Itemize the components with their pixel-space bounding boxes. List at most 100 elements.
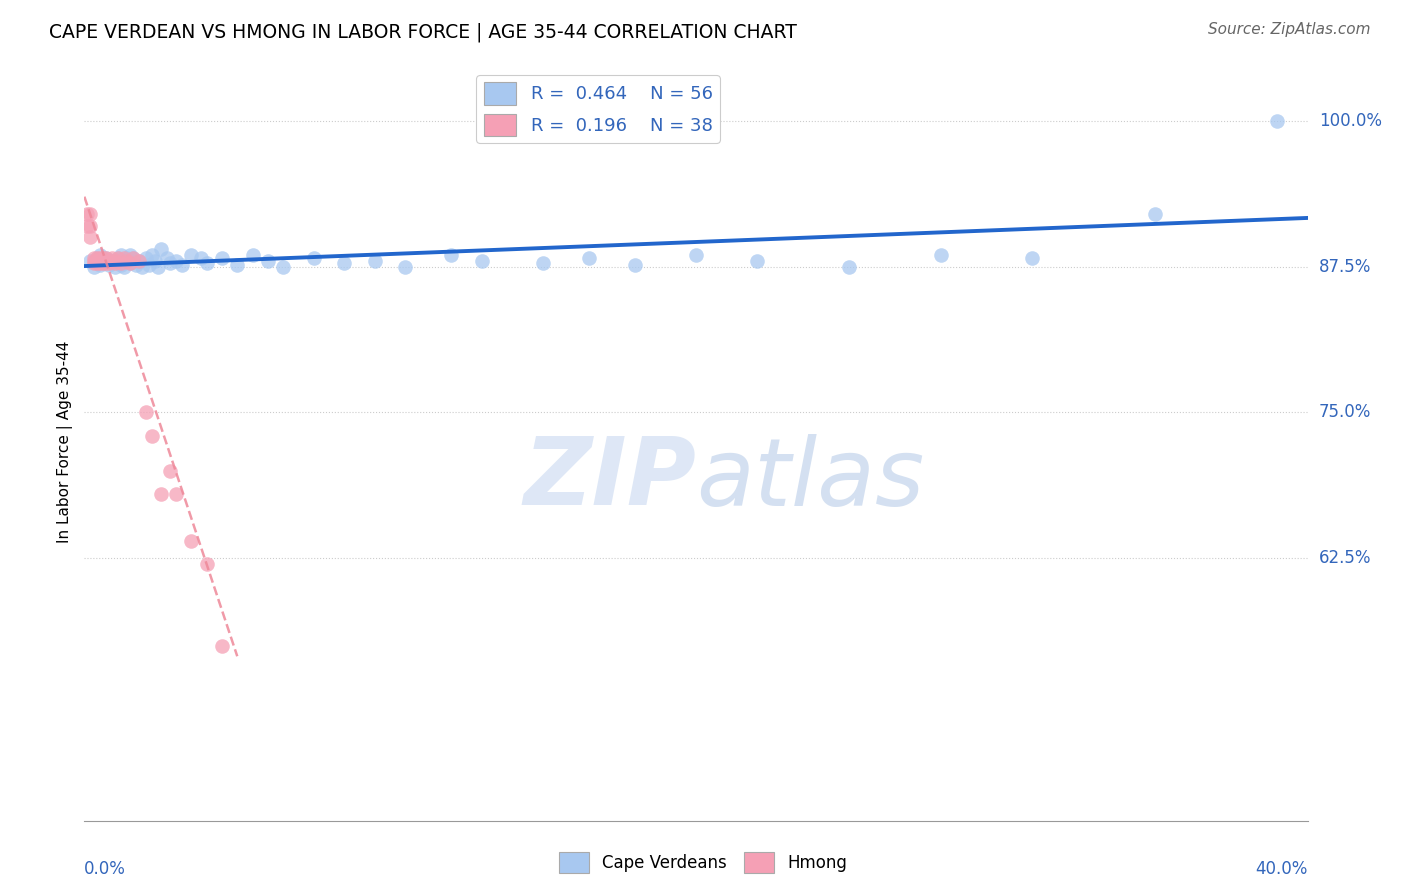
Point — [578, 252, 600, 266]
Point — [747, 253, 769, 268]
Point — [302, 252, 325, 266]
Point — [333, 256, 356, 270]
Point — [440, 248, 463, 262]
Point — [159, 256, 181, 270]
Point — [135, 252, 157, 266]
Point — [76, 219, 98, 233]
Point — [120, 248, 142, 262]
Point — [120, 256, 142, 270]
Point — [83, 253, 105, 268]
Point — [471, 253, 494, 268]
Point — [180, 248, 202, 262]
Point — [1143, 207, 1166, 221]
Text: 62.5%: 62.5% — [1319, 549, 1371, 567]
Text: 0.0%: 0.0% — [84, 860, 127, 878]
Point — [112, 253, 135, 268]
Point — [86, 252, 108, 266]
Text: ZIP: ZIP — [523, 434, 696, 525]
Point — [112, 260, 135, 274]
Y-axis label: In Labor Force | Age 35-44: In Labor Force | Age 35-44 — [58, 341, 73, 542]
Point — [97, 259, 120, 273]
Point — [107, 252, 129, 266]
Text: CAPE VERDEAN VS HMONG IN LABOR FORCE | AGE 35-44 CORRELATION CHART: CAPE VERDEAN VS HMONG IN LABOR FORCE | A… — [49, 22, 797, 42]
Point — [364, 253, 387, 268]
Point — [97, 253, 120, 268]
Point — [91, 256, 114, 270]
Point — [1021, 252, 1043, 266]
Point — [838, 260, 860, 274]
Point — [138, 259, 160, 273]
Point — [120, 256, 142, 270]
Point — [89, 256, 111, 270]
Point — [271, 260, 294, 274]
Point — [91, 256, 114, 270]
Point — [128, 253, 150, 268]
Point — [211, 252, 233, 266]
Point — [122, 252, 145, 266]
Point — [141, 248, 163, 262]
Point — [257, 253, 280, 268]
Point — [107, 252, 129, 266]
Text: 100.0%: 100.0% — [1319, 112, 1382, 129]
Point — [79, 207, 101, 221]
Point — [135, 405, 157, 419]
Point — [128, 253, 150, 268]
Point — [89, 248, 111, 262]
Point — [165, 253, 187, 268]
Point — [211, 639, 233, 653]
Point — [110, 259, 132, 273]
Point — [141, 428, 163, 442]
Point — [76, 207, 98, 221]
Point — [101, 253, 124, 268]
Point — [146, 260, 169, 274]
Point — [79, 219, 101, 233]
Point — [79, 253, 101, 268]
Point — [929, 248, 952, 262]
Point — [172, 259, 194, 273]
Point — [242, 248, 264, 262]
Point — [131, 260, 153, 274]
Point — [83, 252, 105, 266]
Point — [89, 252, 111, 266]
Point — [165, 487, 187, 501]
Text: atlas: atlas — [696, 434, 924, 525]
Point — [122, 252, 145, 266]
Point — [180, 533, 202, 548]
Point — [143, 253, 166, 268]
Point — [159, 464, 181, 478]
Point — [685, 248, 707, 262]
Point — [149, 242, 172, 256]
Point — [104, 260, 127, 274]
Point — [89, 259, 111, 273]
Text: Source: ZipAtlas.com: Source: ZipAtlas.com — [1208, 22, 1371, 37]
Point — [94, 252, 117, 266]
Point — [101, 252, 124, 266]
Point — [394, 260, 416, 274]
Point — [624, 259, 647, 273]
Point — [89, 253, 111, 268]
Point — [104, 253, 127, 268]
Point — [110, 248, 132, 262]
Point — [94, 256, 117, 270]
Point — [125, 259, 148, 273]
Text: 40.0%: 40.0% — [1256, 860, 1308, 878]
Point — [94, 252, 117, 266]
Point — [91, 252, 114, 266]
Point — [79, 230, 101, 244]
Text: 87.5%: 87.5% — [1319, 258, 1371, 276]
Point — [156, 252, 179, 266]
Text: 75.0%: 75.0% — [1319, 403, 1371, 421]
Point — [86, 252, 108, 266]
Point — [115, 252, 138, 266]
Point — [1265, 113, 1288, 128]
Point — [531, 256, 554, 270]
Point — [83, 256, 105, 270]
Point — [110, 256, 132, 270]
Point — [149, 487, 172, 501]
Point — [112, 252, 135, 266]
Point — [226, 259, 249, 273]
Point — [115, 253, 138, 268]
Point — [195, 557, 218, 571]
Legend: Cape Verdeans, Hmong: Cape Verdeans, Hmong — [553, 846, 853, 880]
Legend: R =  0.464    N = 56, R =  0.196    N = 38: R = 0.464 N = 56, R = 0.196 N = 38 — [477, 75, 720, 143]
